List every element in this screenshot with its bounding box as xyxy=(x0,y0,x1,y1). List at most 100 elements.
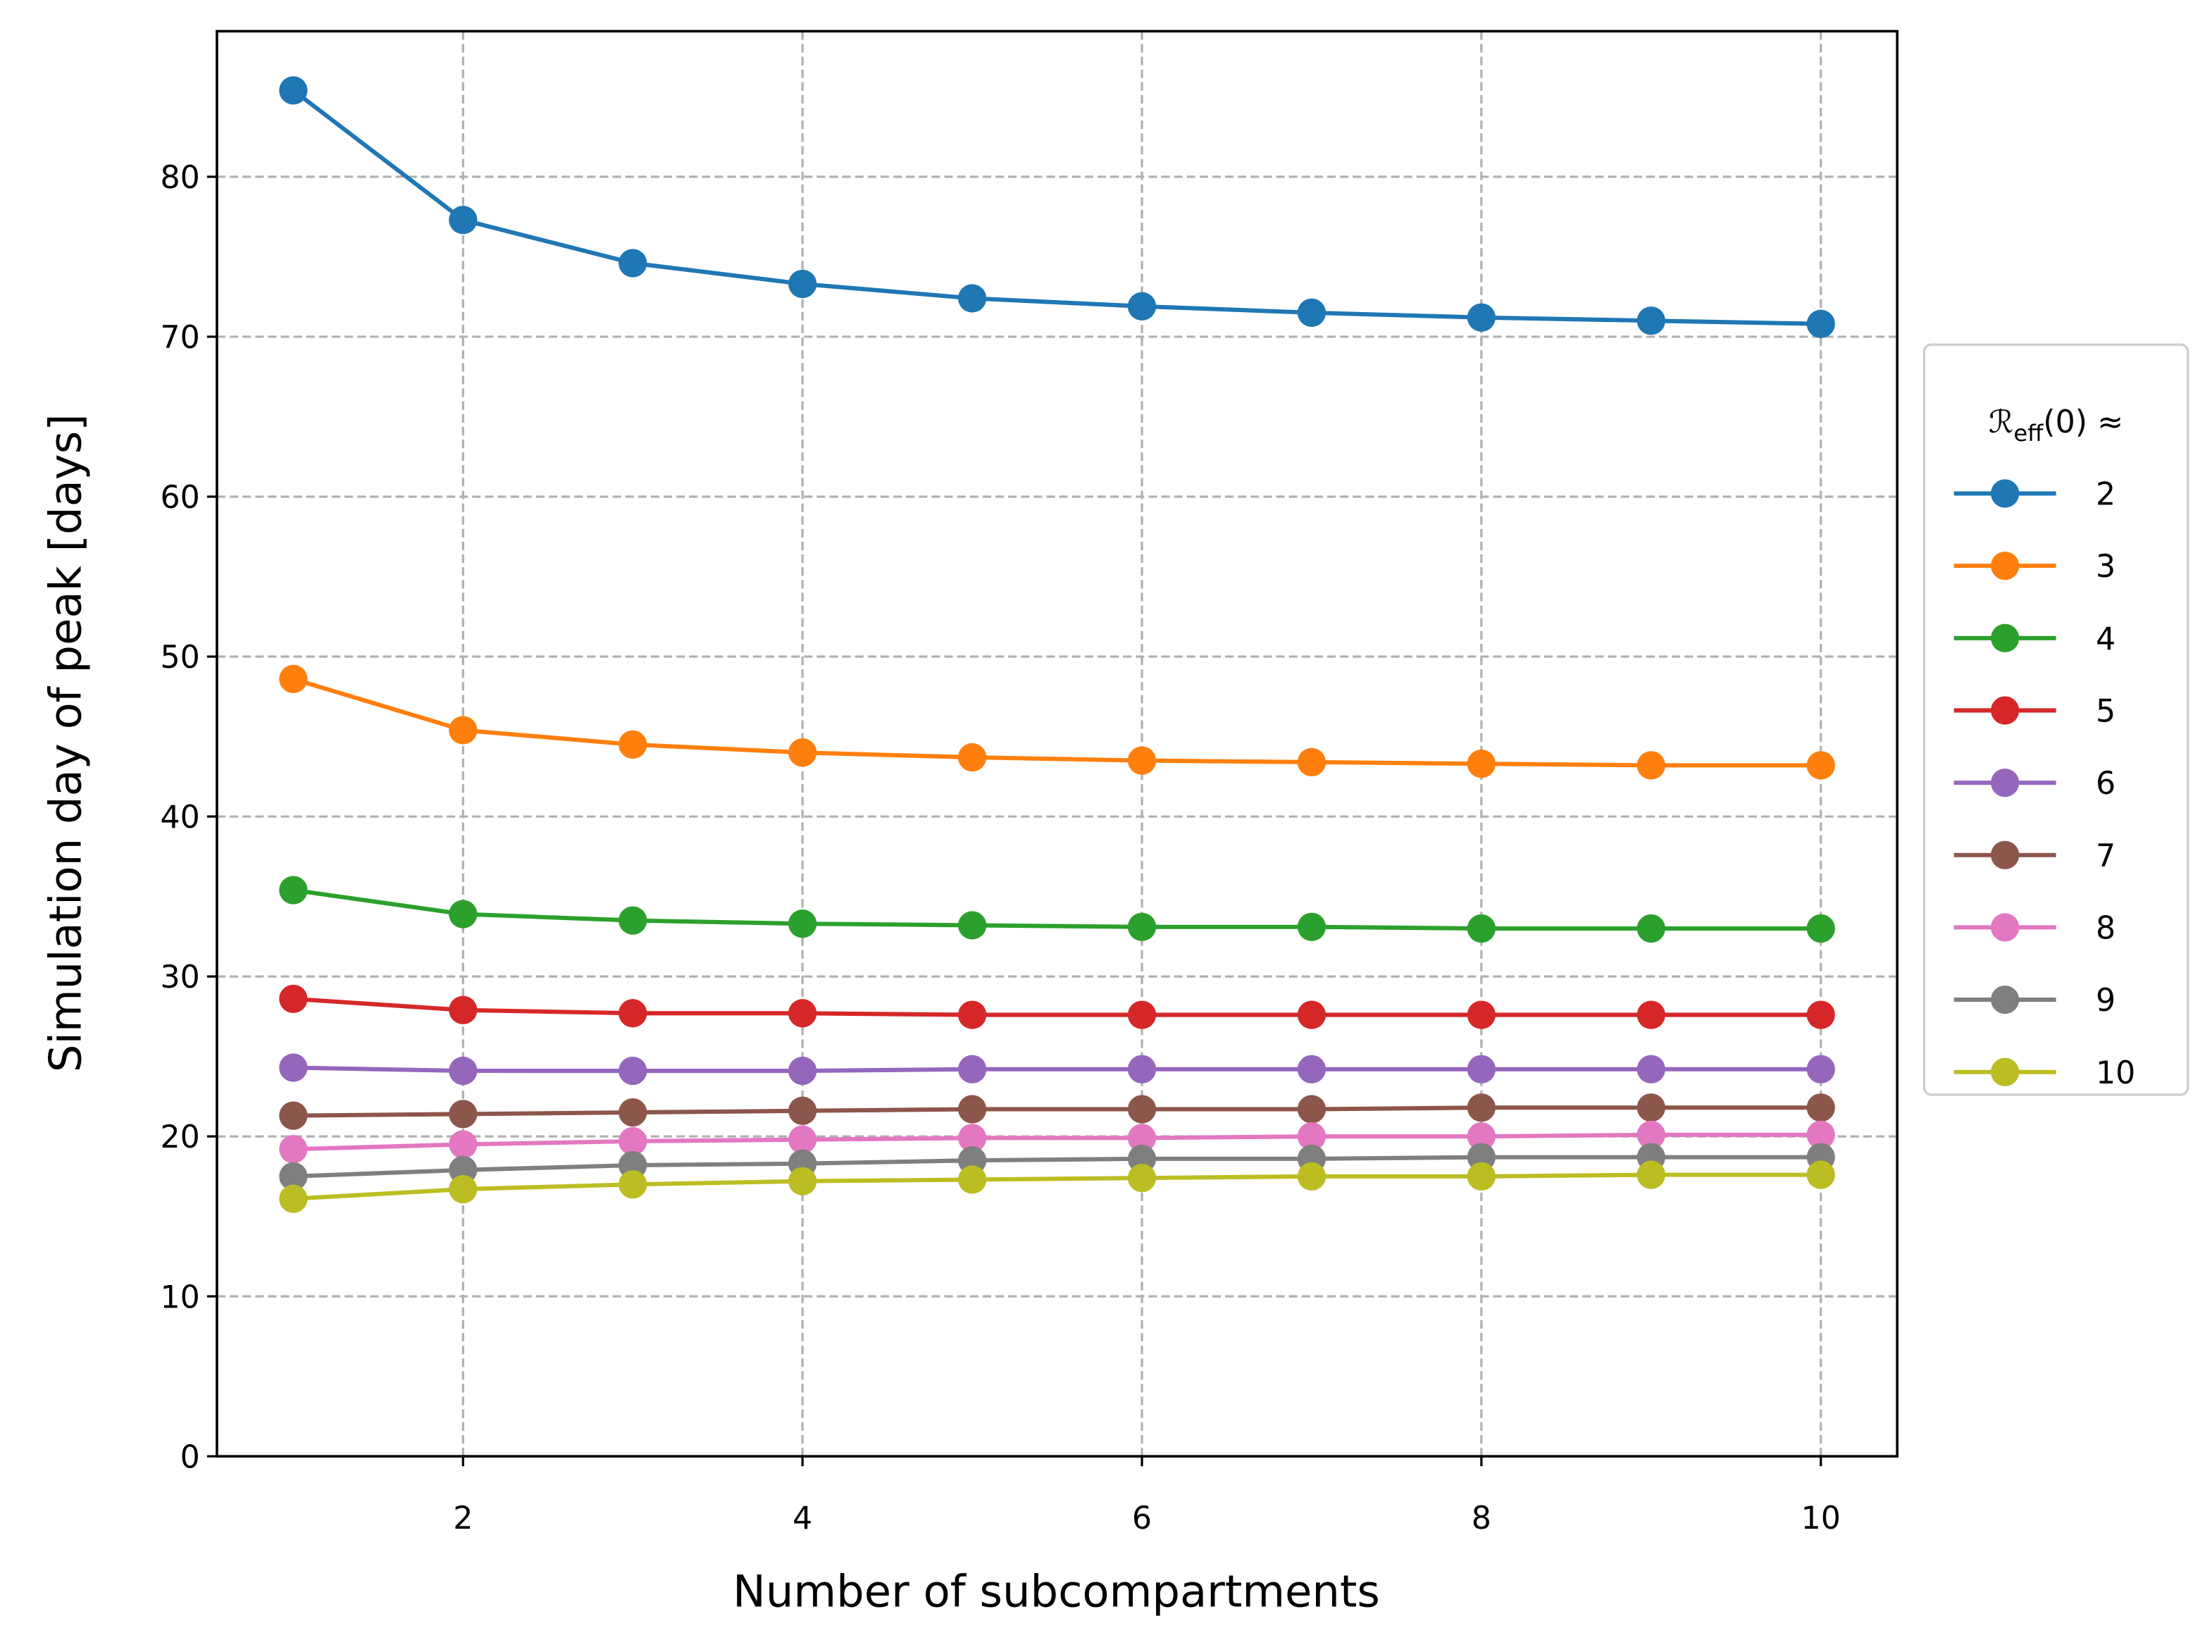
data-point xyxy=(1297,1095,1326,1124)
data-point xyxy=(449,900,478,929)
data-point xyxy=(1127,1095,1157,1124)
data-point xyxy=(449,1100,478,1129)
y-tick-label: 0 xyxy=(180,1439,200,1475)
series-line xyxy=(293,1172,1821,1201)
x-tick-label: 4 xyxy=(793,1501,812,1536)
data-point xyxy=(957,743,987,772)
y-axis-label: Simulation day of peak [days] xyxy=(40,414,92,1072)
data-point xyxy=(449,995,478,1024)
data-point xyxy=(1467,1093,1496,1122)
legend-marker xyxy=(1991,1057,2020,1086)
data-point xyxy=(619,1170,647,1199)
data-point xyxy=(788,1125,817,1154)
legend-marker xyxy=(1991,768,2020,797)
data-point xyxy=(449,206,478,235)
series-line xyxy=(293,1065,1821,1074)
data-point xyxy=(1467,303,1496,332)
data-point xyxy=(1636,751,1665,780)
legend-marker xyxy=(1991,552,2020,580)
data-point xyxy=(957,284,987,313)
data-point xyxy=(279,1101,308,1130)
legend-label: 5 xyxy=(2096,694,2115,730)
data-point xyxy=(1467,914,1496,943)
series-line xyxy=(293,996,1821,1017)
data-point xyxy=(1127,292,1157,321)
data-point xyxy=(1127,1055,1157,1083)
legend-label: 4 xyxy=(2096,621,2115,657)
data-point xyxy=(957,1165,987,1194)
x-tick-label: 8 xyxy=(1472,1501,1491,1536)
series-line xyxy=(292,888,1821,931)
data-point xyxy=(1127,746,1157,775)
data-point xyxy=(1806,1120,1835,1149)
data-point xyxy=(1127,1000,1157,1029)
data-point xyxy=(788,909,817,938)
legend-marker xyxy=(1991,623,2020,652)
y-tick-label: 80 xyxy=(160,160,199,196)
data-point xyxy=(1636,306,1665,335)
legend-marker xyxy=(1991,840,2020,869)
data-point xyxy=(619,999,647,1028)
data-point xyxy=(1297,298,1326,328)
data-point xyxy=(1297,1000,1326,1029)
data-point xyxy=(1467,1000,1496,1029)
data-point xyxy=(1806,914,1835,943)
data-point xyxy=(619,906,647,935)
data-point xyxy=(279,984,308,1014)
data-point xyxy=(1806,1055,1835,1083)
data-point xyxy=(957,1055,987,1083)
x-tick-label: 6 xyxy=(1132,1501,1152,1536)
plot-frame xyxy=(216,30,1899,1458)
data-point xyxy=(1467,750,1496,778)
legend-label: 7 xyxy=(2096,838,2115,874)
data-point xyxy=(449,1174,478,1204)
data-point xyxy=(619,249,647,278)
data-point xyxy=(619,1126,647,1156)
legend-title-part: ℛ xyxy=(1989,404,2013,440)
data-point xyxy=(619,1098,647,1127)
data-point xyxy=(1636,914,1665,943)
data-point xyxy=(788,999,817,1028)
y-tick-label: 60 xyxy=(160,480,199,516)
data-point xyxy=(1127,912,1157,941)
data-point xyxy=(957,1095,987,1124)
data-point xyxy=(1297,1122,1326,1151)
data-point xyxy=(788,1096,817,1125)
data-point xyxy=(1636,1093,1665,1122)
y-tick-label: 30 xyxy=(160,959,199,995)
data-point xyxy=(279,1184,308,1213)
legend-title-part: eff xyxy=(2013,420,2044,447)
series-line xyxy=(293,1132,1821,1152)
legend-label: 8 xyxy=(2096,911,2115,947)
data-point xyxy=(1806,751,1835,780)
legend-title-part: (0) ≈ xyxy=(2043,404,2123,440)
data-point xyxy=(1806,309,1835,338)
x-axis-label: Number of subcompartments xyxy=(733,1566,1380,1617)
data-point xyxy=(1636,1055,1665,1083)
data-point xyxy=(279,664,308,693)
legend-label: 6 xyxy=(2096,766,2115,802)
data-point xyxy=(1467,1162,1496,1191)
legend-marker xyxy=(1991,696,2020,725)
data-point xyxy=(1806,1160,1835,1189)
data-point xyxy=(1467,1122,1496,1151)
legend-label: 9 xyxy=(2096,983,2115,1019)
data-point xyxy=(1297,1055,1326,1083)
data-point xyxy=(957,911,987,940)
data-point xyxy=(619,1056,647,1086)
data-point xyxy=(279,76,308,105)
series-line xyxy=(292,676,1821,768)
legend-marker xyxy=(1991,479,2020,508)
data-point xyxy=(1806,1000,1835,1029)
data-point xyxy=(279,876,308,905)
data-point xyxy=(449,1056,478,1086)
data-point xyxy=(788,1056,817,1086)
data-point xyxy=(279,1053,308,1082)
data-point xyxy=(1297,912,1326,941)
data-point xyxy=(957,1000,987,1029)
data-point xyxy=(1636,1160,1665,1189)
data-point xyxy=(788,269,817,299)
legend-title: ℛeff(0) ≈ xyxy=(1989,404,2123,447)
